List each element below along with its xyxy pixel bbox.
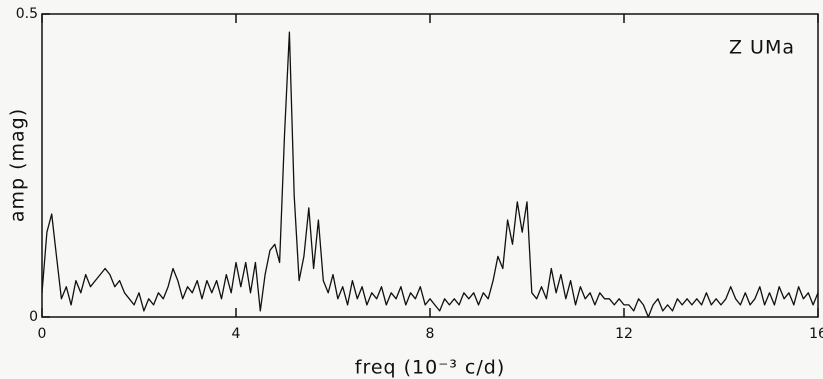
x-tick-label: 0 — [38, 326, 47, 342]
plot-frame — [41, 13, 819, 318]
annotation: Z UMa — [729, 37, 795, 59]
x-tick-label: 16 — [809, 326, 823, 342]
y-axis-label: amp (mag) — [7, 108, 29, 222]
x-tick-label: 12 — [615, 326, 633, 342]
x-tick-label: 8 — [426, 326, 435, 342]
amplitude-line — [41, 31, 819, 318]
x-tick-label: 4 — [232, 326, 241, 342]
y-tick-label: 0.5 — [16, 6, 38, 22]
y-tick-label: 0 — [29, 309, 38, 325]
x-axis-label: freq (10⁻³ c/d) — [355, 357, 505, 379]
